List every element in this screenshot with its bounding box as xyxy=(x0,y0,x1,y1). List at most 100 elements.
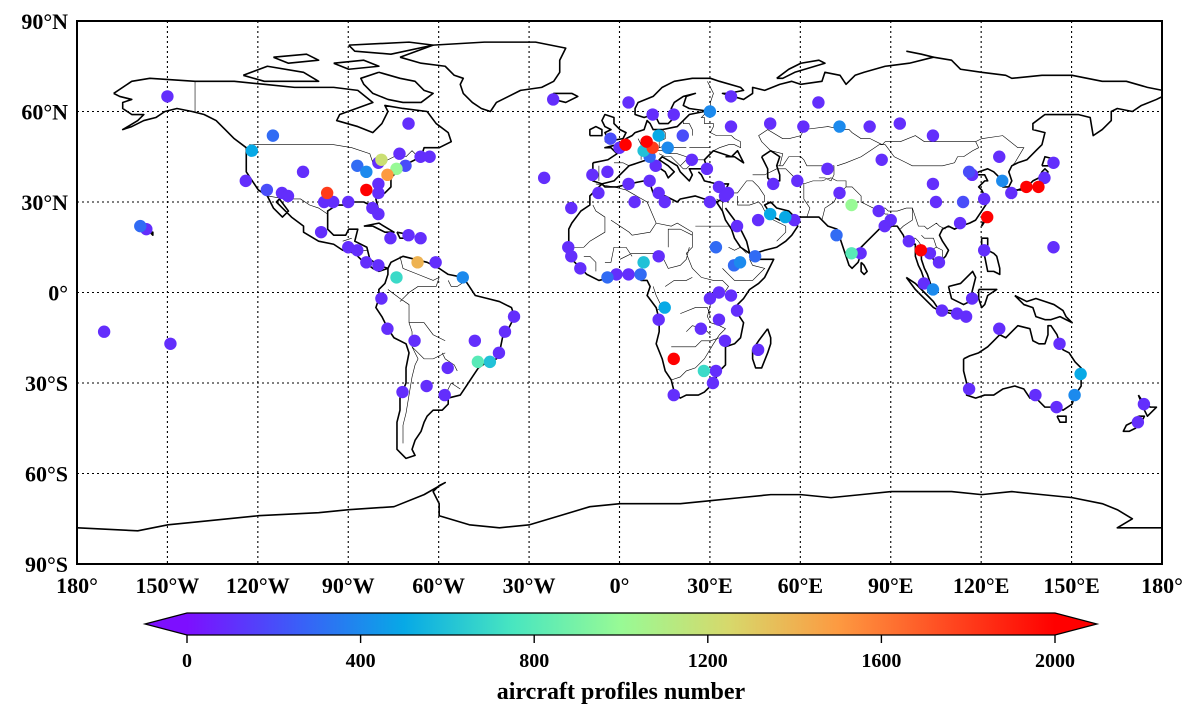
station-marker xyxy=(724,289,738,302)
station-marker xyxy=(779,210,792,224)
longitude-tick-label: 180° xyxy=(1141,573,1183,598)
longitude-tick-label: 0° xyxy=(610,573,630,598)
station-marker xyxy=(601,271,614,284)
station-marker xyxy=(351,244,364,257)
station-marker xyxy=(935,304,949,317)
station-marker xyxy=(619,138,632,151)
station-marker xyxy=(724,90,738,103)
station-marker xyxy=(685,153,699,166)
station-marker xyxy=(393,147,406,160)
station-marker xyxy=(423,150,436,163)
station-marker xyxy=(697,364,711,378)
station-marker xyxy=(721,186,735,200)
station-marker xyxy=(959,310,973,323)
station-marker xyxy=(245,144,259,157)
colorbar-label: aircraft profiles number xyxy=(497,679,746,705)
station-marker xyxy=(926,177,940,191)
station-marker xyxy=(821,162,834,176)
colorbar-tick-label: 1200 xyxy=(688,650,728,672)
longitude-tick-label: 60°W xyxy=(412,573,465,598)
station-marker xyxy=(1050,400,1063,414)
station-marker xyxy=(420,379,433,393)
station-marker xyxy=(652,186,665,200)
station-marker xyxy=(1038,171,1051,185)
station-marker xyxy=(751,213,765,227)
station-marker xyxy=(703,195,717,209)
station-marker xyxy=(646,108,659,121)
station-marker xyxy=(1029,388,1042,402)
map-border xyxy=(76,20,1163,565)
station-marker xyxy=(441,361,454,375)
station-marker xyxy=(884,213,897,227)
station-marker xyxy=(314,225,328,239)
station-marker xyxy=(962,165,976,179)
station-marker xyxy=(929,195,943,209)
station-marker xyxy=(604,132,617,145)
coast-baffin xyxy=(361,72,433,102)
station-marker xyxy=(360,183,373,197)
colorbar-lower-extend-arrow xyxy=(145,613,187,635)
station-marker xyxy=(993,322,1006,335)
station-marker xyxy=(640,135,653,148)
station-marker xyxy=(667,388,680,402)
station-marker xyxy=(993,150,1006,163)
station-marker xyxy=(649,159,662,172)
station-marker xyxy=(396,385,409,399)
station-marker xyxy=(565,201,578,215)
station-marker xyxy=(586,168,599,182)
station-marker xyxy=(718,334,732,347)
coast-europe xyxy=(593,151,744,184)
station-marker xyxy=(763,207,777,221)
station-marker xyxy=(709,241,723,254)
longitude-tick-label: 30°W xyxy=(503,573,556,598)
colorbar-body xyxy=(187,613,1055,635)
colorbar: 0 400 800 1200 1600 2000 aircraft profiles nu… xyxy=(142,612,1100,705)
longitude-tick-label: 150°E xyxy=(1043,573,1099,598)
latitude-tick-labels: 90°N 60°N 30°N 0° 30°S 60°S 90°S xyxy=(21,9,68,577)
station-marker xyxy=(1047,241,1060,254)
station-marker xyxy=(574,262,587,275)
colorbar-tick-label: 800 xyxy=(519,650,549,672)
station-marker xyxy=(661,141,674,154)
latitude-tick-label: 30°S xyxy=(25,371,68,396)
station-marker xyxy=(429,256,442,269)
station-marker xyxy=(390,162,403,176)
station-marker xyxy=(893,117,906,130)
station-marker xyxy=(372,177,385,191)
station-marker xyxy=(953,216,967,230)
station-marker xyxy=(628,195,641,209)
station-marker xyxy=(872,204,885,218)
station-marker xyxy=(751,343,765,357)
station-marker xyxy=(652,129,665,142)
station-marker xyxy=(634,268,647,281)
station-marker xyxy=(456,271,469,284)
longitude-tick-labels: 180° 150°W 120°W 90°W 60°W 30°W 0° 30°E 60°E 90°E… xyxy=(56,573,1183,598)
longitude-tick-label: 120°E xyxy=(953,573,1009,598)
latitude-tick-label: 60°S xyxy=(25,462,68,487)
station-marker xyxy=(483,355,497,369)
station-marker xyxy=(652,313,665,326)
station-marker xyxy=(797,120,810,133)
longitude-tick-label: 30°E xyxy=(687,573,732,598)
station-marker xyxy=(643,174,656,188)
station-marker xyxy=(360,165,373,179)
station-marker xyxy=(926,129,940,142)
station-marker xyxy=(763,117,777,130)
coast-greenland xyxy=(400,42,566,111)
station-marker xyxy=(875,153,888,166)
station-marker xyxy=(1053,337,1066,350)
station-marker xyxy=(266,129,280,142)
station-marker xyxy=(1032,180,1045,194)
station-marker xyxy=(375,292,388,305)
latitude-tick-label: 0° xyxy=(48,281,68,306)
station-marker xyxy=(791,174,804,188)
latitude-tick-label: 30°N xyxy=(21,190,68,215)
station-marker xyxy=(996,174,1009,188)
station-marker xyxy=(366,201,379,215)
station-marker xyxy=(652,250,665,263)
station-marker xyxy=(492,346,506,360)
longitude-tick-label: 90°E xyxy=(868,573,913,598)
station-marker xyxy=(845,247,858,260)
station-marker xyxy=(471,355,485,369)
